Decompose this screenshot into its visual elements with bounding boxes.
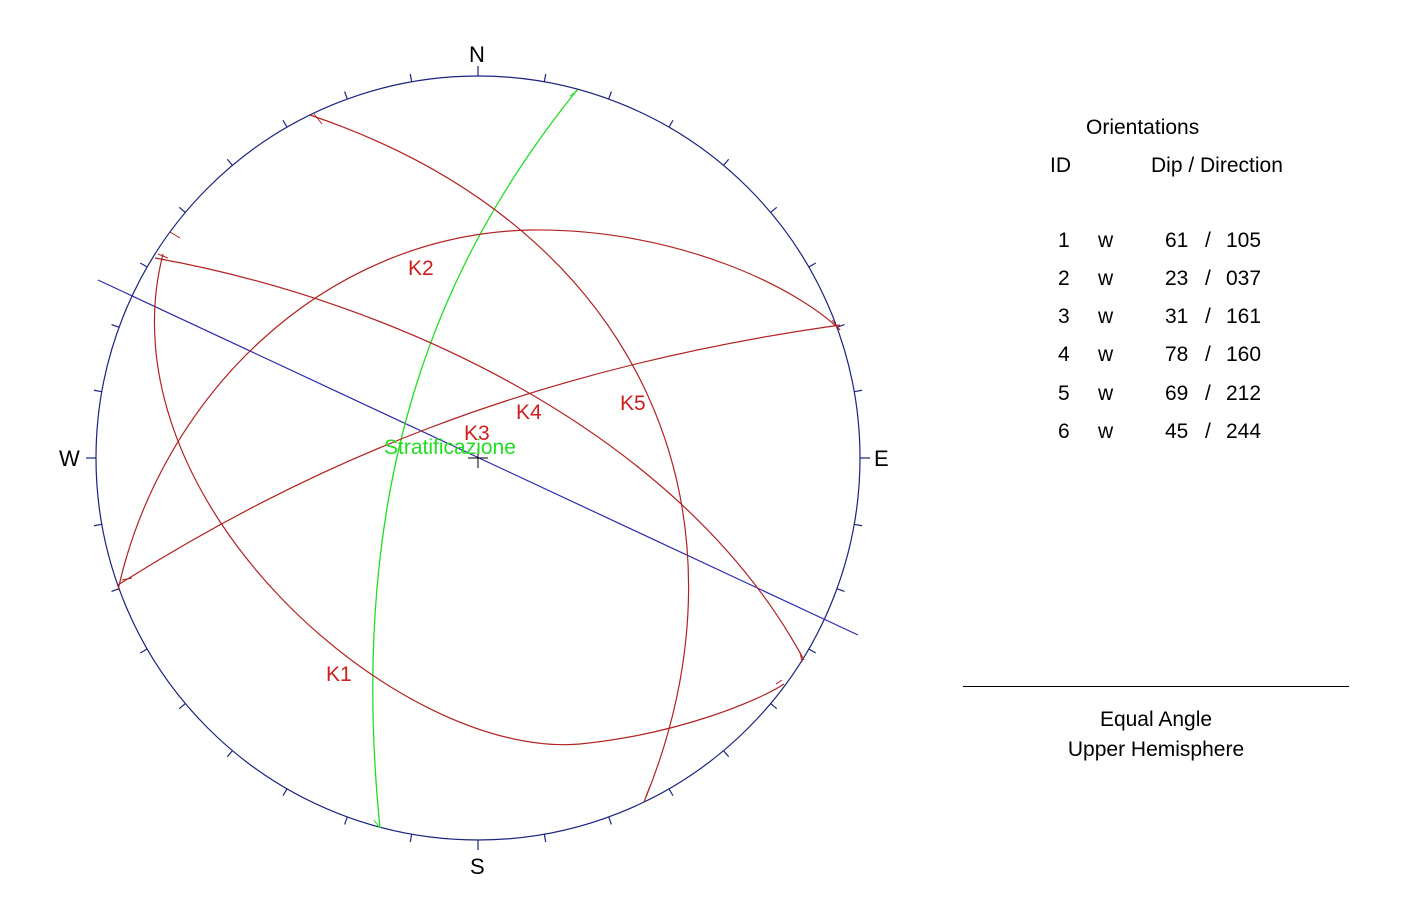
plane-label-stratificazione: Stratificazione (384, 436, 516, 459)
great-circle-k4 (154, 257, 805, 661)
plane-label-k2: K2 (408, 257, 434, 280)
row-flag: w (1098, 229, 1114, 252)
plane-label-k1: K1 (326, 663, 352, 686)
plane-label-k4: K4 (516, 401, 542, 424)
row-dip: 45 (1165, 420, 1189, 443)
compass-west: W (59, 446, 80, 471)
row-direction: 161 (1226, 305, 1262, 328)
great-circle-k2 (117, 229, 841, 591)
legend-column-id: ID (1050, 154, 1071, 177)
row-id: 1 (1058, 229, 1070, 252)
row-separator: / (1205, 305, 1211, 328)
legend-row: 1 w 61 / 105 (1040, 229, 1360, 259)
row-direction: 212 (1226, 382, 1262, 405)
legend-row: 5 w 69 / 212 (1040, 382, 1360, 412)
row-dip: 61 (1165, 229, 1189, 252)
legend-divider (963, 686, 1349, 687)
degree-tick (770, 703, 778, 710)
row-dip: 78 (1165, 343, 1189, 366)
great-circle-k5 (309, 114, 690, 803)
row-separator: / (1205, 267, 1211, 290)
degree-ticks (93, 73, 863, 843)
cardinal-ticks (86, 66, 870, 850)
row-separator: / (1205, 343, 1211, 366)
degree-tick (543, 73, 547, 82)
stereonet (86, 66, 870, 850)
row-flag: w (1098, 420, 1114, 443)
degree-tick (836, 324, 845, 328)
row-direction: 160 (1226, 343, 1262, 366)
degree-tick (409, 73, 413, 82)
row-flag: w (1098, 343, 1114, 366)
degree-tick (111, 324, 120, 328)
legend-column-dip-direction: Dip / Direction (1151, 154, 1283, 177)
degree-tick (344, 91, 348, 100)
great-circle-k1 (153, 253, 785, 746)
degree-tick (808, 648, 817, 654)
degree-tick (178, 703, 186, 710)
row-id: 5 (1058, 382, 1070, 405)
row-flag: w (1098, 267, 1114, 290)
degree-tick (608, 816, 612, 825)
legend-row: 2 w 23 / 037 (1040, 267, 1360, 297)
arrow-marks (121, 113, 841, 797)
row-direction: 037 (1226, 267, 1262, 290)
row-separator: / (1205, 420, 1211, 443)
degree-tick (854, 523, 863, 527)
degree-tick (854, 389, 863, 393)
degree-tick (226, 158, 233, 166)
row-id: 3 (1058, 305, 1070, 328)
legend-row: 3 w 31 / 161 (1040, 305, 1360, 335)
degree-tick (282, 119, 288, 128)
degree-tick (409, 834, 413, 843)
row-flag: w (1098, 305, 1114, 328)
plane-label-k5: K5 (620, 392, 646, 415)
row-dip: 31 (1165, 305, 1189, 328)
legend-row: 6 w 45 / 244 (1040, 420, 1360, 450)
degree-tick (836, 588, 845, 592)
compass-north: N (469, 42, 485, 67)
degree-tick (608, 91, 612, 100)
degree-tick (723, 158, 730, 166)
row-dip: 69 (1165, 382, 1189, 405)
legend-row: 4 w 78 / 160 (1040, 343, 1360, 373)
degree-tick (93, 389, 102, 393)
degree-tick (178, 206, 186, 213)
row-separator: / (1205, 382, 1211, 405)
projection-info: Equal Angle Upper Hemisphere (963, 705, 1349, 765)
plane-label-k3: K3 (464, 422, 490, 445)
degree-tick (668, 788, 674, 797)
degree-tick (723, 750, 730, 758)
row-id: 6 (1058, 420, 1070, 443)
degree-tick (282, 788, 288, 797)
degree-tick (226, 750, 233, 758)
row-id: 2 (1058, 267, 1070, 290)
degree-tick (139, 262, 148, 268)
degree-tick (139, 648, 148, 654)
row-separator: / (1205, 229, 1211, 252)
great-circle-k3 (117, 324, 841, 586)
degree-tick (543, 834, 547, 843)
degree-tick (344, 816, 348, 825)
degree-tick (668, 119, 674, 128)
compass-south: S (470, 854, 485, 879)
row-direction: 105 (1226, 229, 1262, 252)
legend-title: Orientations (1086, 116, 1200, 139)
projection-type: Equal Angle (1099, 708, 1213, 731)
centre-cross (468, 448, 488, 468)
degree-tick (93, 523, 102, 527)
row-flag: w (1098, 382, 1114, 405)
compass-east: E (874, 446, 889, 471)
row-direction: 244 (1226, 420, 1262, 443)
degree-tick (770, 206, 778, 213)
row-id: 4 (1058, 343, 1070, 366)
degree-tick (808, 262, 817, 268)
projection-hemisphere: Upper Hemisphere (1067, 738, 1245, 761)
great-circle-stratificazione (372, 89, 578, 829)
row-dip: 23 (1165, 267, 1189, 290)
